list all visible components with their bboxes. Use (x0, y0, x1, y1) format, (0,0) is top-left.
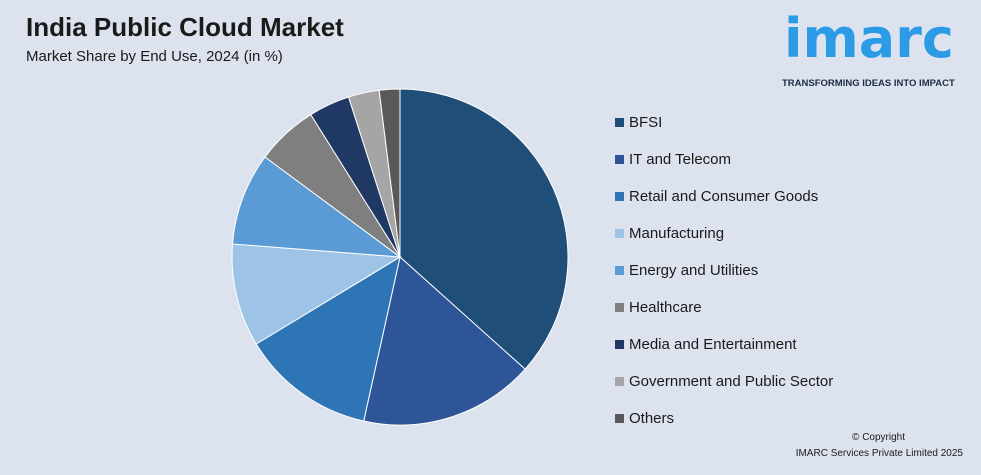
legend-item: Media and Entertainment (615, 326, 833, 363)
copyright-line-2: IMARC Services Private Limited 2025 (795, 448, 963, 459)
legend-label: Media and Entertainment (629, 336, 797, 353)
legend-item: Energy and Utilities (615, 252, 833, 289)
legend-swatch (615, 377, 624, 386)
chart-title: India Public Cloud Market (26, 12, 344, 42)
legend-swatch (615, 155, 624, 164)
legend-item: Others (615, 400, 833, 437)
legend-item: BFSI (615, 104, 833, 141)
logo-wordmark: imarc (784, 7, 954, 70)
pie-slice-others (378, 88, 401, 258)
legend-label: Others (629, 410, 675, 427)
chart-subtitle: Market Share by End Use, 2024 (in %) (26, 48, 283, 65)
imarc-logo: imarc TRANSFORMING IDEAS INTO IMPACT (780, 8, 972, 90)
pie-slice-it-and-telecom (363, 256, 526, 426)
legend-swatch (615, 118, 624, 127)
logo-tagline: TRANSFORMING IDEAS INTO IMPACT (782, 78, 955, 89)
pie-slice-energy-and-utilities (231, 156, 402, 258)
legend-label: IT and Telecom (629, 151, 732, 168)
legend-label: Government and Public Sector (629, 373, 834, 390)
legend-label: BFSI (629, 114, 663, 131)
legend-swatch (615, 229, 624, 238)
legend-item: Healthcare (615, 289, 833, 326)
legend-label: Energy and Utilities (629, 262, 759, 279)
legend-swatch (615, 303, 624, 312)
pie-slice-retail-and-consumer-goods (255, 255, 401, 422)
legend-item: IT and Telecom (615, 141, 833, 178)
chart-legend: BFSI IT and Telecom Retail and Consumer Go… (615, 104, 833, 437)
legend-swatch (615, 340, 624, 349)
pie-slice-manufacturing (231, 243, 402, 345)
legend-item: Government and Public Sector (615, 363, 833, 400)
legend-label: Healthcare (629, 299, 702, 316)
legend-label: Retail and Consumer Goods (629, 188, 819, 205)
legend-swatch (615, 192, 624, 201)
copyright-line-1: © Copyright (852, 432, 905, 443)
legend-item: Manufacturing (615, 215, 833, 252)
pie-slice-bfsi (399, 88, 569, 370)
legend-label: Manufacturing (629, 225, 725, 242)
legend-swatch (615, 414, 624, 423)
legend-swatch (615, 266, 624, 275)
copyright-notice: © Copyright IMARC Services Private Limit… (796, 430, 963, 462)
legend-item: Retail and Consumer Goods (615, 178, 833, 215)
